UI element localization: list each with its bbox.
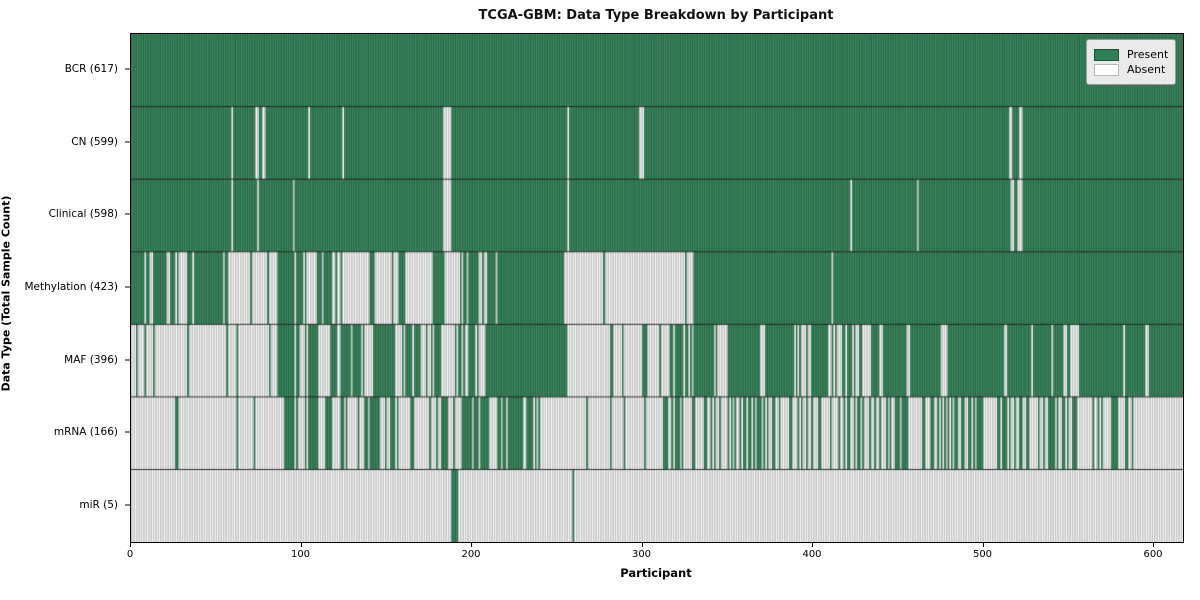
x-tick-label-200: 200	[461, 549, 481, 560]
y-tick-mark	[125, 286, 130, 288]
legend-entry-present: Present	[1094, 48, 1169, 61]
y-tick-label-MAF: MAF (396)	[64, 353, 118, 366]
x-tick-label-0: 0	[126, 549, 134, 560]
x-tick-label-300: 300	[631, 549, 652, 560]
y-tick-label-miR: miR (5)	[79, 498, 118, 511]
y-tick-mark	[125, 504, 130, 506]
y-tick-mark	[125, 141, 130, 143]
x-tick-mark	[1153, 542, 1154, 547]
y-tick-label-BCR: BCR (617)	[64, 63, 118, 76]
legend-present-label: Present	[1127, 48, 1169, 61]
present-swatch-icon	[1094, 48, 1119, 61]
x-tick-mark	[641, 542, 643, 547]
x-tick-label-500: 500	[972, 549, 993, 560]
x-tick-mark	[812, 542, 813, 547]
legend: Present Absent	[1086, 39, 1176, 85]
y-tick-label-Methylation: Methylation (423)	[24, 281, 118, 293]
y-tick-mark	[125, 68, 130, 70]
chart-title: TCGA-GBM: Data Type Breakdown by Partici…	[478, 8, 834, 23]
y-tick-label-Clinical: Clinical (598)	[48, 208, 118, 221]
x-tick-label-600: 600	[1143, 549, 1163, 560]
x-tick-mark	[471, 542, 472, 547]
x-tick-label-400: 400	[802, 549, 822, 560]
x-tick-mark	[982, 542, 984, 547]
y-tick-label-mRNA: mRNA (166)	[53, 426, 118, 439]
x-axis-ticks: 0 100 200 300 400 500 600	[0, 541, 1200, 565]
y-axis-ticks: BCR (617) CN (599) Clinical (598) Methylati…	[0, 33, 130, 541]
legend-entry-absent: Absent	[1094, 63, 1167, 76]
heatmap-canvas	[131, 34, 1183, 542]
x-tick-mark	[130, 542, 131, 547]
y-tick-mark	[125, 213, 130, 215]
y-tick-label-CN: CN (599)	[71, 135, 118, 148]
y-tick-mark	[125, 431, 130, 433]
absent-swatch-icon	[1094, 63, 1119, 76]
plot-area	[130, 33, 1184, 543]
x-axis-title: Participant	[620, 566, 692, 580]
legend-absent-label: Absent	[1127, 63, 1166, 76]
x-tick-mark	[300, 542, 302, 547]
y-tick-mark	[125, 359, 130, 361]
x-tick-label-100: 100	[290, 549, 311, 560]
